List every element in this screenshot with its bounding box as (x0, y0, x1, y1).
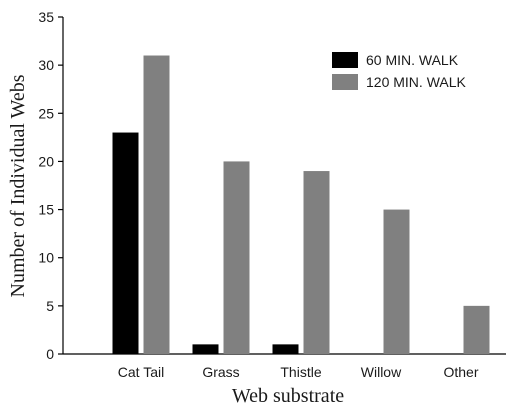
x-tick-label: Grass (202, 364, 239, 380)
x-tick-label: Other (443, 364, 478, 380)
y-tick-label: 30 (38, 57, 54, 73)
x-axis-title: Web substrate (232, 385, 344, 407)
bar-120-min-walk (223, 161, 250, 354)
legend-swatch (332, 74, 358, 90)
y-tick-label: 15 (38, 202, 54, 218)
y-tick-label: 5 (46, 298, 54, 314)
x-ticks: Cat Tail Grass Thistle Willow Other (118, 364, 479, 380)
legend-swatch (332, 52, 358, 68)
y-tick-label: 10 (38, 250, 54, 266)
legend-label: 60 MIN. WALK (366, 52, 459, 68)
bar-120-min-walk (303, 171, 330, 354)
bar-120-min-walk (463, 305, 490, 354)
y-tick-label: 20 (38, 153, 54, 169)
bar-60-min-walk (112, 132, 139, 354)
bar-120-min-walk (143, 55, 170, 355)
bars (112, 55, 490, 355)
y-tick-label: 35 (38, 9, 54, 25)
legend: 60 MIN. WALK 120 MIN. WALK (332, 52, 467, 90)
bar-60-min-walk (272, 344, 299, 354)
y-tick-label: 0 (46, 346, 54, 362)
bar-120-min-walk (383, 209, 410, 354)
x-tick-label: Willow (361, 364, 402, 380)
bar-60-min-walk (192, 344, 219, 354)
y-tick-label: 25 (38, 105, 54, 121)
y-axis-title: Number of Individual Webs (7, 74, 29, 297)
y-ticks: 0 5 10 15 20 25 30 35 (38, 9, 63, 362)
x-tick-label: Cat Tail (118, 364, 164, 380)
legend-label: 120 MIN. WALK (366, 74, 467, 90)
x-tick-label: Thistle (280, 364, 321, 380)
